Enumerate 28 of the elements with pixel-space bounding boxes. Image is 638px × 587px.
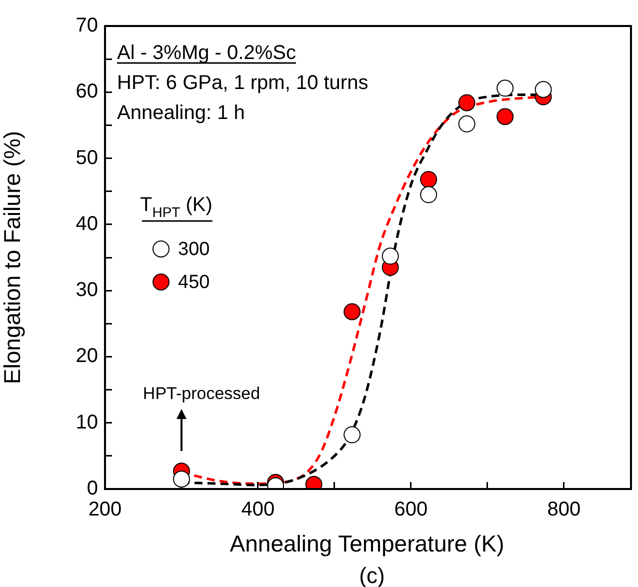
point	[458, 94, 476, 112]
legend-label: 300	[178, 239, 210, 260]
y-tick-label: 20	[76, 345, 98, 368]
x-tick-label: 200	[88, 498, 122, 521]
annotation: Al - 3%Mg - 0.2%Sc	[117, 42, 296, 64]
x-axis-title: Annealing Temperature (K)	[230, 530, 504, 557]
y-tick-label: 40	[76, 212, 98, 235]
x-tick-label: 400	[241, 498, 275, 521]
annotation: Annealing: 1 h	[117, 102, 245, 124]
y-tick-label: 0	[86, 478, 98, 500]
x-tick-label: 600	[394, 498, 428, 521]
y-tick-label: 30	[76, 279, 98, 302]
point	[172, 470, 190, 488]
point	[534, 80, 552, 98]
y-axis-title: Elongation to Failure (%)	[0, 130, 26, 384]
y-tick-label: 60	[76, 80, 98, 103]
point	[382, 248, 399, 265]
x-tick-label: 800	[547, 498, 581, 521]
annotation: HPT-processed	[142, 384, 260, 403]
y-tick-label: 10	[76, 411, 98, 434]
point	[496, 108, 514, 126]
point	[420, 170, 438, 188]
point	[344, 303, 361, 320]
legend-label: 450	[178, 272, 210, 294]
point	[344, 426, 361, 444]
y-tick-label: 70	[76, 14, 98, 37]
y-tick-label: 50	[76, 146, 98, 169]
annotation: HPT: 6 GPa, 1 rpm, 10 turns	[117, 72, 368, 94]
